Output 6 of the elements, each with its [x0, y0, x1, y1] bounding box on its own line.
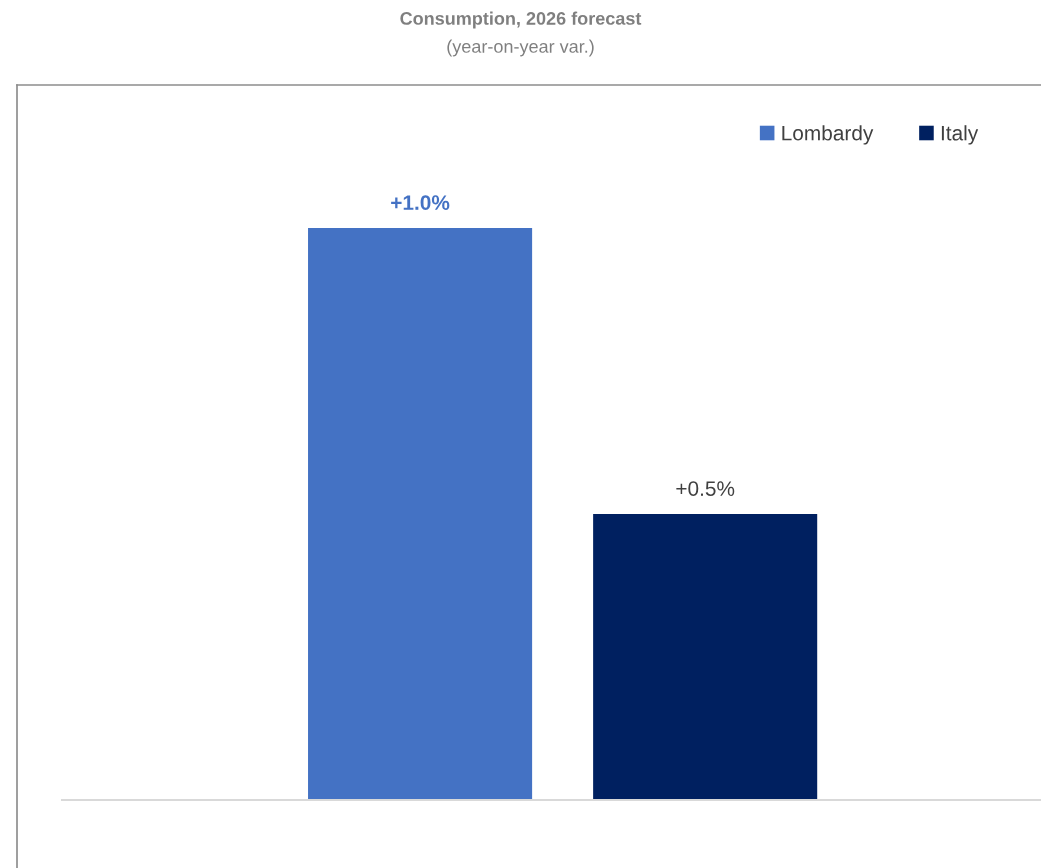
legend-label: Lombardy [782, 125, 874, 145]
data-label: +1.0% [391, 195, 450, 210]
chart-subtitle: (year-on-year var.) [447, 39, 594, 57]
data-label: +0.5% [676, 481, 735, 496]
legend-label: Italy [941, 125, 979, 145]
chart-title: Consumption, 2026 forecast [400, 11, 642, 29]
